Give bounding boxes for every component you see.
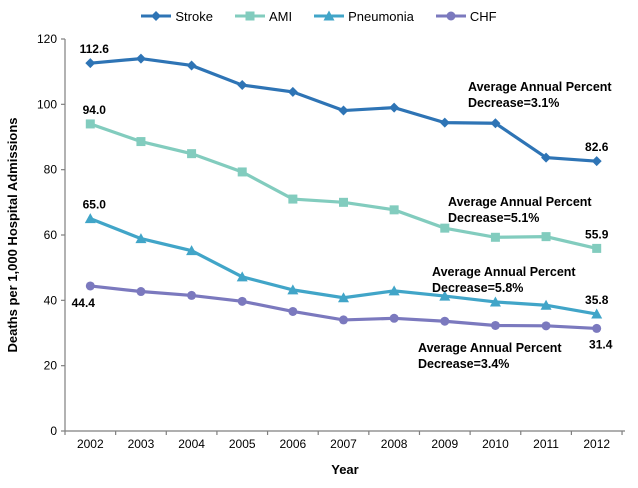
annotation-stroke-line1: Average Annual Percent <box>468 80 612 94</box>
x-tick-label: 2007 <box>330 437 357 451</box>
x-tick-label: 2003 <box>128 437 155 451</box>
marker-chf-2002 <box>85 281 95 291</box>
annotation-chf-line2: Decrease=3.4% <box>418 357 509 371</box>
annotation-stroke-line2: Decrease=3.1% <box>468 96 559 110</box>
y-tick-label: 40 <box>44 293 58 307</box>
marker-ami-2005 <box>237 167 247 177</box>
legend-marker-pneumonia-icon <box>314 10 345 21</box>
legend-item-chf: CHF <box>435 8 497 24</box>
marker-ami-2003 <box>136 137 146 147</box>
y-tick-label: 60 <box>44 228 58 242</box>
legend-item-stroke: Stroke <box>141 9 213 24</box>
marker-chf-2004 <box>187 290 197 300</box>
marker-ami-2004 <box>187 149 197 159</box>
x-tick-label: 2004 <box>178 437 205 451</box>
marker-pneumonia-2002 <box>84 213 96 224</box>
marker-pneumonia-2006 <box>287 284 299 295</box>
axes: 0 20 40 60 80 100 120 2002 2003 2004 2005 2006 2007 2… <box>37 32 625 451</box>
marker-pneumonia-2012 <box>591 308 603 319</box>
marker-chf-2012 <box>592 323 602 333</box>
marker-ami-2009 <box>440 223 450 233</box>
first-value-label-stroke: 112.6 <box>80 42 110 56</box>
legend-item-pneumonia: Pneumonia <box>314 9 414 24</box>
y-tick-label: 80 <box>44 163 58 177</box>
marker-chf-2011 <box>541 321 551 331</box>
first-value-label-pneumonia: 65.0 <box>83 198 107 212</box>
marker-chf-2007 <box>339 315 348 325</box>
legend-label: Pneumonia <box>348 8 414 24</box>
marker-stroke-2010 <box>490 118 501 129</box>
x-tick-label: 2009 <box>431 437 458 451</box>
marker-stroke-2009 <box>439 117 450 128</box>
marker-pneumonia-2007 <box>338 292 349 303</box>
marker-stroke-2002 <box>85 58 96 69</box>
marker-stroke-2005 <box>237 80 248 91</box>
marker-ami-2007 <box>339 197 348 207</box>
y-axis-title: Deaths per 1,000 Hospital Admissions <box>5 117 20 352</box>
line-chart: 0 20 40 60 80 100 120 2002 2003 2004 2005 2006 2007 2… <box>5 32 625 477</box>
legend-item-ami: AMI <box>234 8 293 24</box>
x-tick-label: 2008 <box>381 437 408 451</box>
marker-pneumonia-2004 <box>186 245 198 256</box>
last-value-label-pneumonia: 35.8 <box>585 293 609 307</box>
annotation-pneumonia-line1: Average Annual Percent <box>432 265 576 279</box>
marker-chf-2003 <box>136 287 146 297</box>
annotation-ami-line2: Decrease=5.1% <box>448 211 539 225</box>
marker-stroke-2004 <box>186 60 197 71</box>
legend-marker-stroke-icon <box>141 11 172 21</box>
chart-legend: Stroke AMI Pneumonia CHF <box>0 4 638 28</box>
marker-ami-2010 <box>490 232 500 242</box>
y-tick-label: 100 <box>37 97 57 111</box>
marker-pneumonia-2008 <box>388 285 400 296</box>
annotation-ami-line1: Average Annual Percent <box>448 195 592 209</box>
x-tick-label: 2011 <box>533 437 559 451</box>
x-tick-label: 2012 <box>583 437 610 451</box>
y-tick-label: 120 <box>37 32 57 46</box>
marker-ami-2006 <box>288 194 298 204</box>
marker-pneumonia-2009 <box>439 290 451 301</box>
marker-ami-2008 <box>389 205 399 215</box>
y-tick-label: 0 <box>50 424 57 438</box>
annotations: Average Annual Percent Decrease=3.1% Avera… <box>418 80 612 371</box>
legend-label: AMI <box>268 8 293 24</box>
marker-chf-2008 <box>389 313 399 323</box>
last-value-label-stroke: 82.6 <box>585 140 609 154</box>
last-value-label-chf: 31.4 <box>589 337 613 351</box>
last-value-label-ami: 55.9 <box>585 227 609 241</box>
legend-label: CHF <box>469 8 497 24</box>
marker-pneumonia-2010 <box>489 296 501 307</box>
marker-stroke-2011 <box>541 152 552 163</box>
marker-pneumonia-2011 <box>540 299 552 310</box>
y-tick-label: 20 <box>44 359 58 373</box>
x-axis-title: Year <box>331 462 358 477</box>
first-value-label-ami: 94.0 <box>83 103 107 117</box>
marker-chf-2005 <box>237 296 247 306</box>
marker-ami-2012 <box>592 243 602 253</box>
marker-ami-2002 <box>85 119 95 129</box>
series-line-ami <box>89 122 598 250</box>
marker-stroke-2008 <box>389 102 400 113</box>
marker-stroke-2007 <box>338 105 349 116</box>
marker-chf-2006 <box>288 306 298 316</box>
x-tick-label: 2005 <box>229 437 256 451</box>
marker-stroke-2006 <box>287 86 298 97</box>
marker-chf-2009 <box>440 316 450 326</box>
marker-chf-2010 <box>490 320 500 330</box>
marker-pneumonia-2003 <box>135 233 147 244</box>
x-tick-label: 2002 <box>77 437 104 451</box>
marker-stroke-2003 <box>135 53 146 64</box>
first-value-label-chf: 44.4 <box>72 296 96 310</box>
legend-marker-chf-icon <box>435 11 466 21</box>
x-tick-label: 2006 <box>280 437 307 451</box>
legend-label: Stroke <box>175 8 213 24</box>
legend-marker-ami-icon <box>234 11 265 21</box>
annotation-chf-line1: Average Annual Percent <box>418 341 562 355</box>
marker-ami-2011 <box>541 232 551 242</box>
series-lines: 112.6 82.6 94.0 55.9 65.0 35.8 44.4 31.4 <box>72 42 613 351</box>
marker-pneumonia-2005 <box>236 271 248 282</box>
marker-stroke-2012 <box>591 156 602 167</box>
x-tick-label: 2010 <box>482 437 509 451</box>
annotation-pneumonia-line2: Decrease=5.8% <box>432 281 523 295</box>
